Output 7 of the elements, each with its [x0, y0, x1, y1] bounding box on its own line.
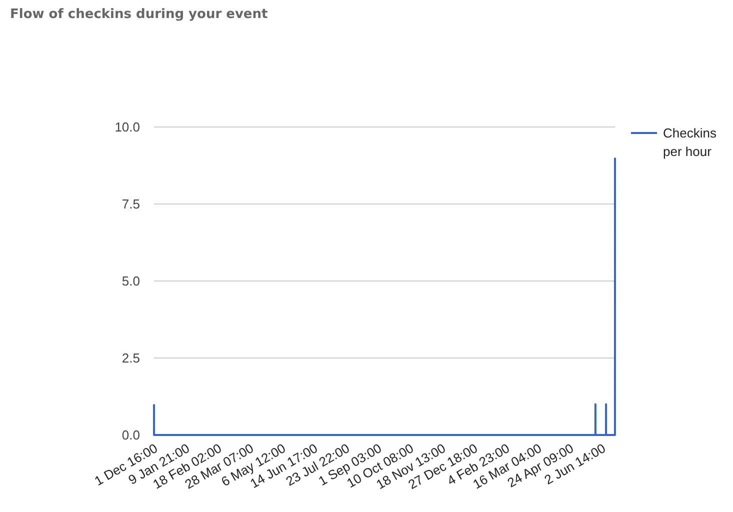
y-tick-label: 5.0: [122, 274, 140, 289]
chart-title: Flow of checkins during your event: [10, 7, 268, 22]
y-tick-label: 0.0: [122, 428, 140, 443]
y-tick-label: 10.0: [114, 120, 140, 135]
legend-label: Checkins per hour: [663, 126, 717, 159]
y-tick-label: 2.5: [122, 350, 140, 366]
y-tick-label: 7.5: [122, 196, 140, 212]
